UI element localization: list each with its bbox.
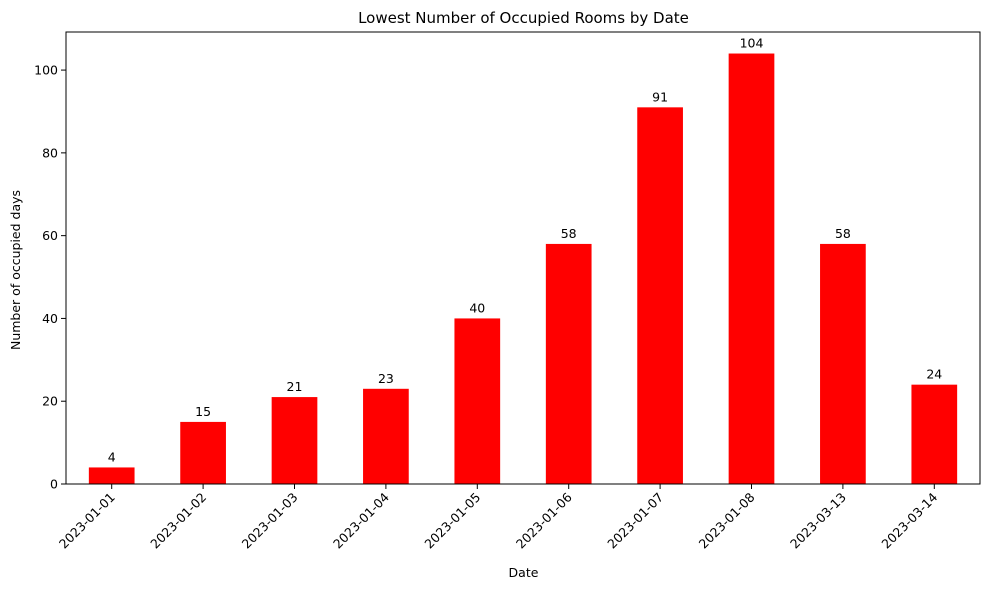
data-label-2023-03-13: 58: [835, 226, 851, 241]
bar-2023-01-06: [545, 243, 592, 484]
y-tick-label-40: 40: [42, 311, 58, 326]
data-labels-group: 4 15 21 23 40 58 91 104 58 24: [108, 36, 943, 465]
bar-2023-01-03: [271, 397, 318, 484]
x-axis: 2023-01-01 2023-01-02 2023-01-03 2023-01-04…: [56, 484, 940, 552]
y-tick-label-100: 100: [34, 63, 58, 78]
x-tick-label-2023-01-01: 2023-01-01: [56, 490, 118, 552]
x-axis-label: Date: [509, 565, 539, 580]
x-tick-label-2023-01-03: 2023-01-03: [239, 490, 301, 552]
bar-2023-01-07: [637, 107, 683, 484]
data-label-2023-03-14: 24: [926, 367, 942, 382]
x-tick-label-2023-01-05: 2023-01-05: [421, 490, 483, 552]
bar-2023-03-13: [820, 243, 866, 484]
data-label-2023-01-07: 91: [652, 89, 668, 104]
x-tick-label-2023-03-14: 2023-03-14: [878, 489, 940, 551]
chart-title: Lowest Number of Occupied Rooms by Date: [358, 9, 689, 27]
y-tick-label-80: 80: [42, 145, 58, 160]
y-tick-label-60: 60: [42, 228, 58, 243]
data-label-2023-01-01: 4: [108, 449, 116, 464]
bar-2023-01-05: [454, 318, 501, 484]
bar-2023-03-14: [911, 384, 958, 484]
plot-frame: [65, 31, 981, 485]
data-label-2023-01-06: 58: [561, 226, 577, 241]
data-label-2023-01-04: 23: [378, 371, 394, 386]
y-axis: 0 20 40 60 80 100: [34, 63, 66, 492]
y-tick-label-0: 0: [50, 477, 58, 492]
x-tick-label-2023-01-02: 2023-01-02: [147, 490, 209, 552]
data-label-2023-01-02: 15: [195, 404, 211, 419]
x-tick-label-2023-01-07: 2023-01-07: [604, 490, 666, 552]
data-label-2023-01-03: 21: [287, 379, 303, 394]
bar-2023-01-02: [180, 421, 226, 484]
x-tick-label-2023-03-13: 2023-03-13: [787, 490, 849, 552]
x-tick-label-2023-01-08: 2023-01-08: [696, 489, 758, 551]
x-tick-label-2023-01-06: 2023-01-06: [513, 489, 575, 551]
y-tick-label-20: 20: [42, 394, 58, 409]
data-label-2023-01-05: 40: [469, 300, 485, 315]
bar-2023-01-01: [88, 467, 135, 484]
data-label-2023-01-08: 104: [740, 36, 764, 51]
y-axis-label: Number of occupied days: [8, 190, 23, 350]
bar-2023-01-04: [363, 388, 409, 484]
x-tick-label-2023-01-04: 2023-01-04: [330, 489, 392, 551]
bar-2023-01-08: [728, 53, 775, 485]
bars-group: [88, 53, 958, 485]
